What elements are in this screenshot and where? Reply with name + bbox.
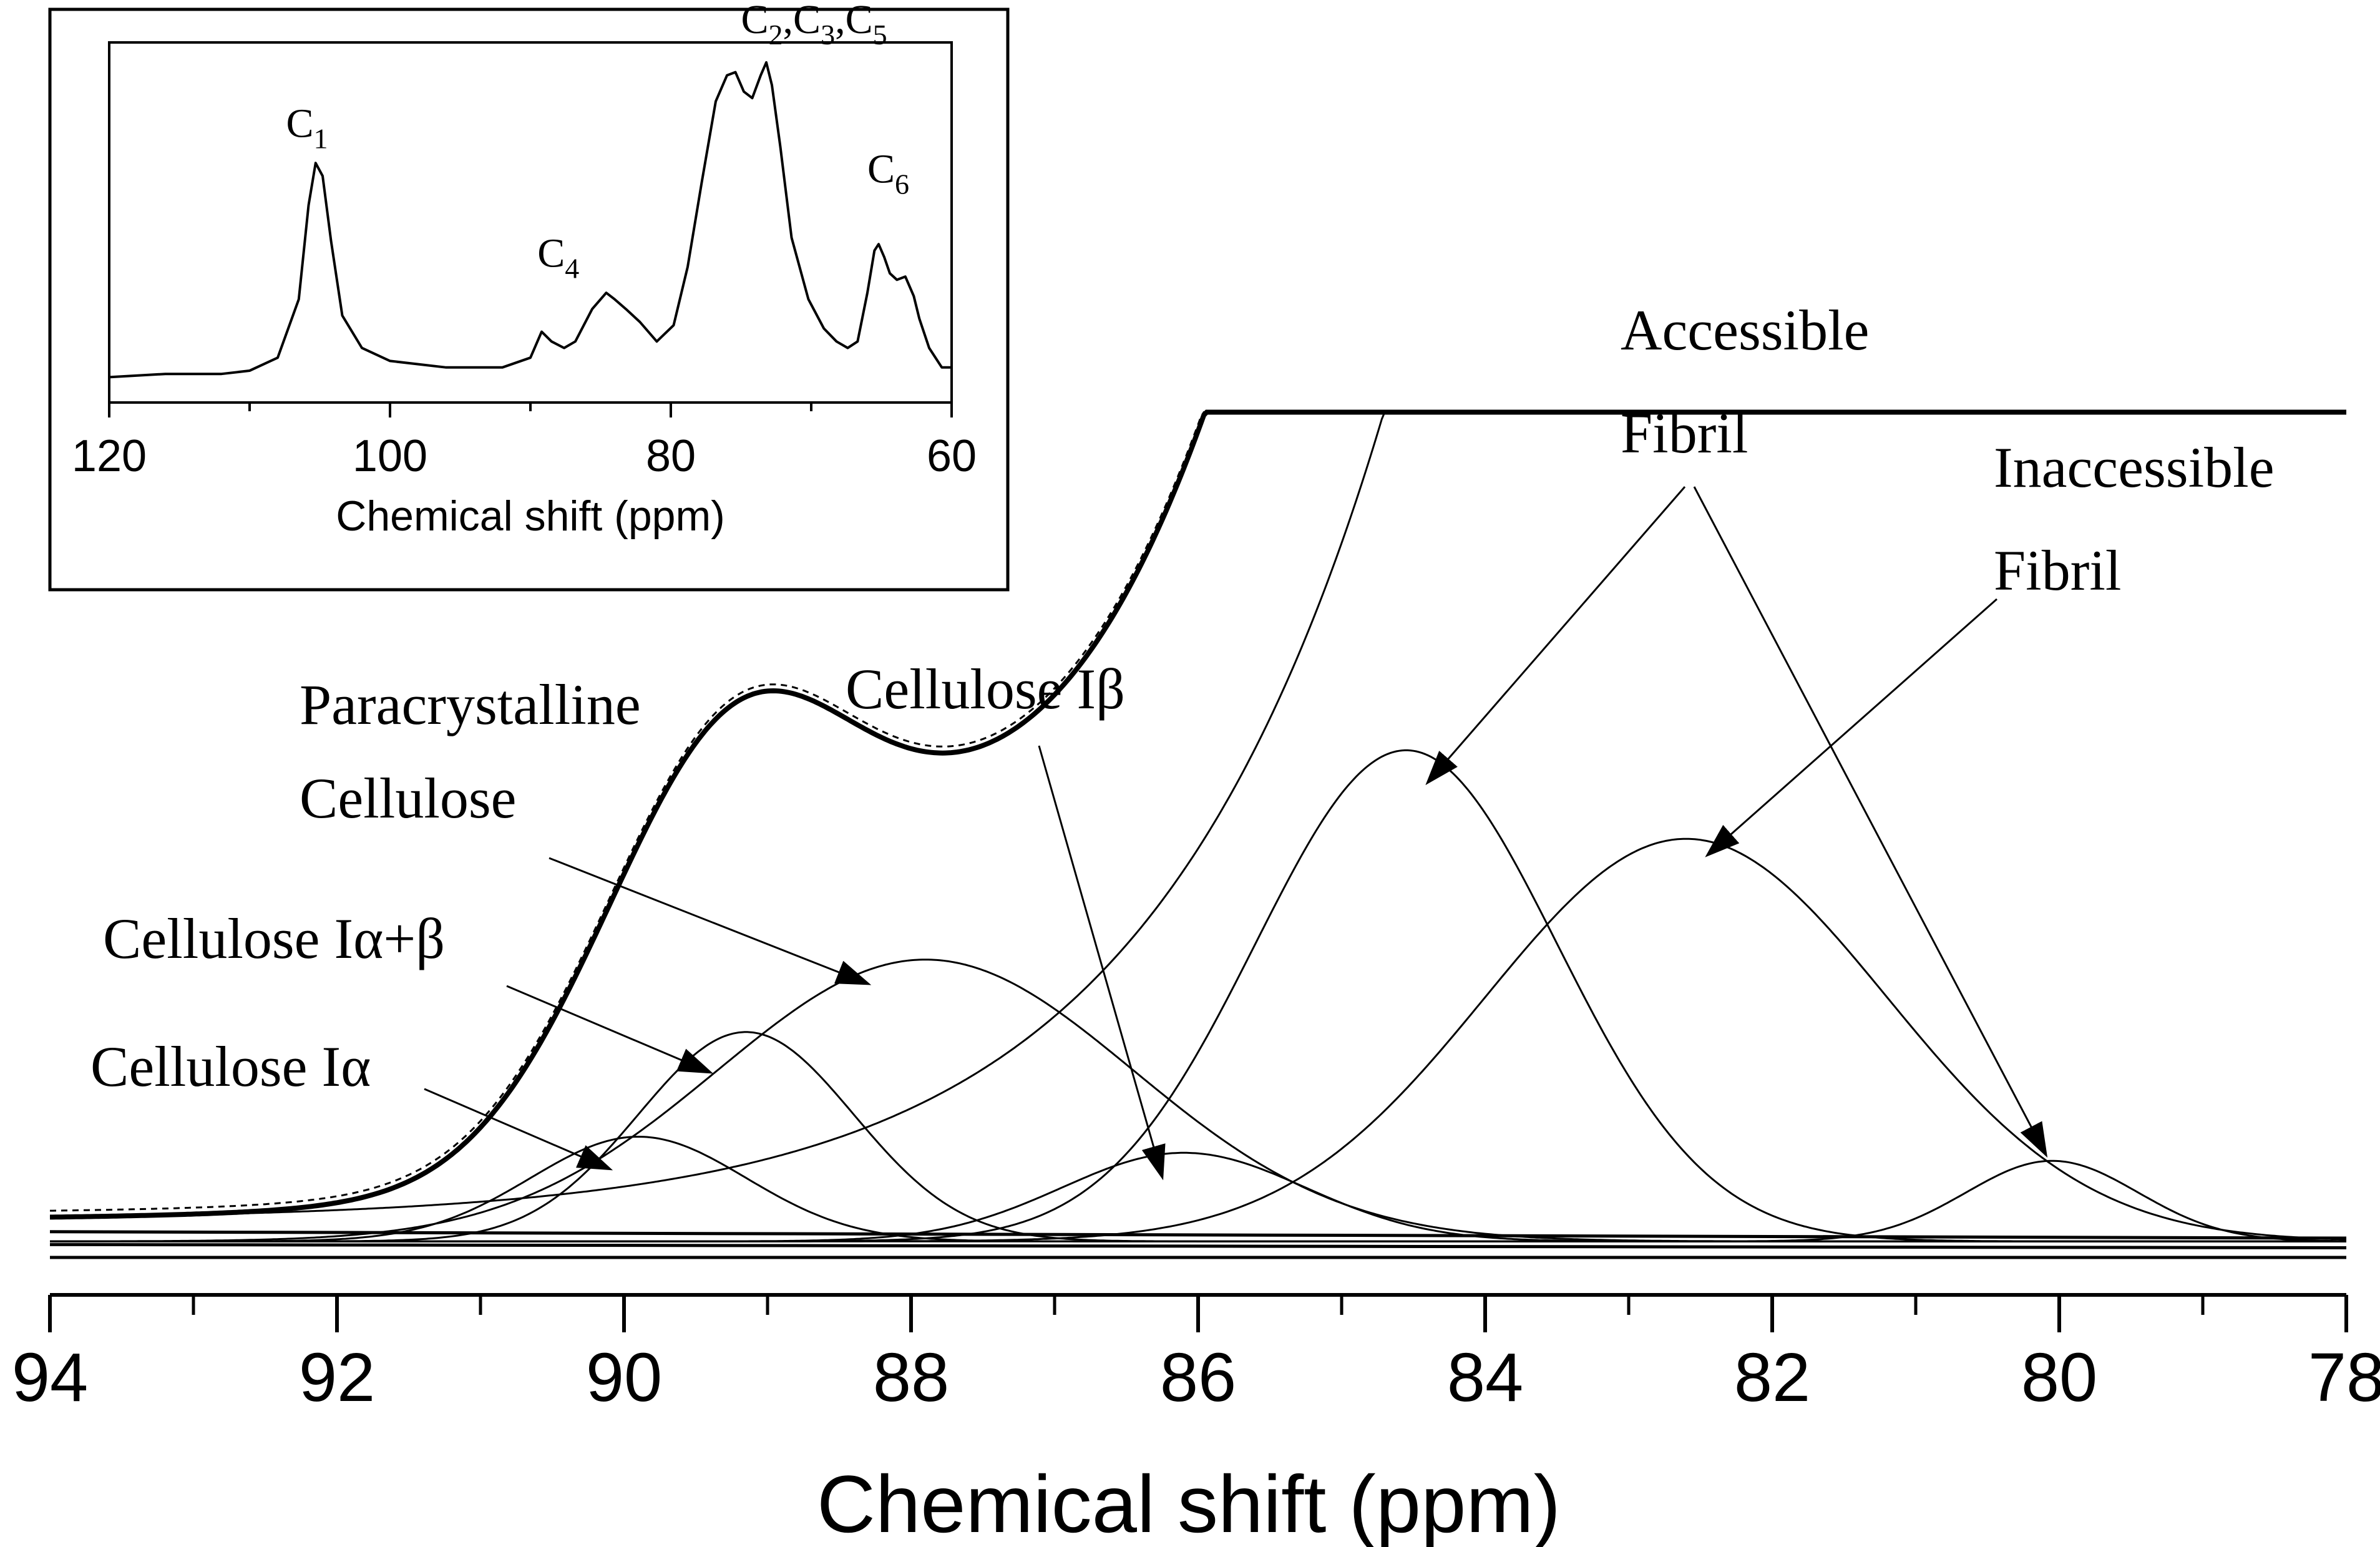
annotation-accessible-fibril-line-1: Fibril [1621, 401, 1748, 465]
inset-label-c2-c3-c5: C2,C3,C5 [741, 0, 887, 51]
annotation-arrow-accessible-fibril-secondary [1693, 486, 2048, 1158]
inset-x-axis-title: Chemical shift (ppm) [336, 492, 725, 540]
inset-x-tick-label: 60 [927, 431, 977, 481]
main-curves [49, 409, 2347, 1259]
inset-frame [48, 7, 1010, 592]
main-x-tick-label: 78 [2308, 1339, 2380, 1416]
inset-x-tick-label: 100 [353, 431, 427, 481]
inset-label-symbol: C [741, 0, 769, 42]
inset-label-subscript: 1 [314, 123, 328, 155]
annotation-cellulose-i-line-0: Cellulose Iα [90, 1035, 371, 1098]
inset-x-tick-label: 80 [646, 431, 696, 481]
main-x-axis: 94 92 90 88 86 84 82 80 78 [12, 1293, 2380, 1416]
inset-label-subscript: 4 [565, 253, 579, 285]
annotation-arrow-cellulose-i [424, 1088, 613, 1171]
component-cellulose-i [50, 1151, 2346, 1242]
inset-label-subscript: 3 [821, 19, 835, 51]
component-peak-6 [50, 1159, 2346, 1242]
annotation-cellulose-i-line-0: Cellulose Iβ [846, 657, 1125, 721]
inset-label-symbol: C [793, 0, 821, 42]
annotation-arrow-cellulose-i [506, 985, 714, 1074]
annotation-inaccessible-fibril-line-1: Fibril [1994, 539, 2121, 602]
annotation-cellulose-i-line-0: Cellulose Iα+β [103, 907, 445, 970]
main-x-tick-label: 82 [1734, 1339, 1810, 1416]
inset-x-tick-label: 120 [72, 431, 147, 481]
main-x-tick-label: 90 [586, 1339, 662, 1416]
inset-label-symbol: C [286, 101, 314, 147]
annotation-paracrystalline-cellulose-line-1: Cellulose [300, 766, 517, 830]
baseline-1 [49, 1242, 2347, 1250]
annotation-paracrystalline-cellulose-line-0: Paracrystalline [300, 673, 641, 736]
inset-label-symbol: C [846, 0, 873, 42]
inset-label-subscript: 6 [895, 168, 909, 200]
main-x-tick-label: 88 [873, 1339, 949, 1416]
main-chart: 94 92 90 88 86 84 82 80 78 Paracrystalline Cellul… [12, 298, 2380, 1547]
inset-series-spectrum [109, 61, 952, 379]
annotation-inaccessible-fibril-line-0: Inaccessible [1994, 436, 2275, 499]
inset-label-separator: , [835, 0, 846, 42]
inset-label-symbol: C [537, 231, 565, 276]
component-cellulose-i [50, 1031, 2346, 1242]
inset-label-subscript: 5 [873, 19, 887, 51]
annotation-arrow-cellulose-i [1038, 745, 1166, 1181]
annotation-arrow-paracrystalline-cellulose [549, 857, 872, 985]
component-paracrystalline-cellulose [50, 959, 2346, 1242]
main-x-tick-label: 94 [12, 1339, 88, 1416]
annotation-arrow-accessible-fibril [1425, 486, 1686, 786]
annotation-accessible-fibril-line-0: Accessible [1621, 298, 1870, 362]
baseline-2 [49, 1230, 2347, 1240]
inset-curve [109, 61, 952, 379]
series-fitted-sum [50, 409, 2346, 1220]
inset-label-c4: C4 [537, 231, 579, 285]
inset-x-axis: 120 100 80 60 [72, 403, 977, 481]
main-x-axis-title: Chemical shift (ppm) [817, 1458, 1561, 1547]
component-inaccessible-fibril [50, 837, 2347, 1242]
main-x-tick-label: 80 [2021, 1339, 2097, 1416]
inset-label-symbol: C [867, 146, 895, 192]
inset-label-c1: C1 [286, 101, 328, 155]
main-x-tick-label: 92 [299, 1339, 375, 1416]
inset-label-subscript: 2 [769, 19, 783, 51]
annotation-arrow-inaccessible-fibril [1705, 598, 1997, 857]
main-annotations: Paracrystalline Cellulose Cellulose Iβ Acce… [90, 298, 2275, 1181]
inset-label-c6: C6 [867, 146, 909, 200]
main-x-tick-label: 86 [1160, 1339, 1236, 1416]
main-x-tick-label: 84 [1447, 1339, 1523, 1416]
inset-label-separator: , [783, 0, 794, 42]
